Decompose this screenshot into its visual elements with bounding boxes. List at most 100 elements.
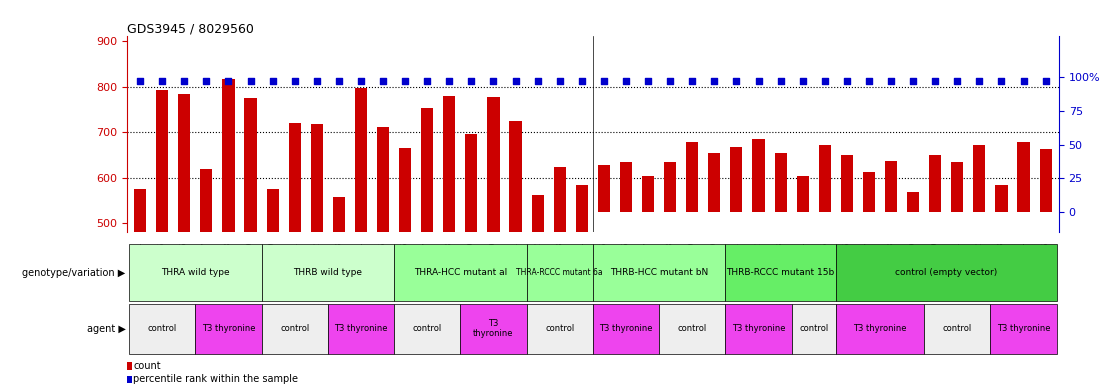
Text: percentile rank within the sample: percentile rank within the sample xyxy=(133,374,299,384)
Text: T3 thyronine: T3 thyronine xyxy=(854,324,907,333)
Bar xyxy=(593,304,660,354)
Bar xyxy=(836,304,924,354)
Bar xyxy=(730,147,742,212)
Bar xyxy=(929,156,941,212)
Bar xyxy=(421,108,433,384)
Text: THRB-HCC mutant bN: THRB-HCC mutant bN xyxy=(610,268,708,277)
Bar xyxy=(399,148,411,384)
Bar xyxy=(642,175,654,212)
Bar xyxy=(510,121,522,384)
Point xyxy=(352,78,370,84)
Text: control: control xyxy=(677,324,707,333)
Text: T3 thyronine: T3 thyronine xyxy=(334,324,388,333)
Text: T3 thyronine: T3 thyronine xyxy=(731,324,785,333)
Bar xyxy=(1039,149,1051,212)
Text: THRB wild type: THRB wild type xyxy=(293,268,362,277)
Bar xyxy=(394,304,460,354)
Point xyxy=(308,78,325,84)
Point xyxy=(418,78,436,84)
Bar xyxy=(576,185,588,384)
Bar xyxy=(1017,142,1029,212)
Text: control (empty vector): control (empty vector) xyxy=(896,268,997,277)
Bar xyxy=(818,144,831,212)
Point xyxy=(264,78,281,84)
Bar xyxy=(973,144,985,212)
Bar xyxy=(267,189,279,384)
Point xyxy=(838,78,856,84)
Text: control: control xyxy=(148,324,176,333)
Bar xyxy=(195,304,261,354)
Point xyxy=(484,78,502,84)
Point xyxy=(706,78,724,84)
Bar xyxy=(289,122,301,384)
Text: genotype/variation ▶: genotype/variation ▶ xyxy=(22,268,126,278)
Point xyxy=(153,78,171,84)
Bar xyxy=(796,175,808,212)
Point xyxy=(860,78,878,84)
Bar xyxy=(532,195,544,384)
Point xyxy=(242,78,259,84)
Text: THRA-RCCC mutant 6a: THRA-RCCC mutant 6a xyxy=(516,268,603,277)
Bar xyxy=(465,134,478,384)
Bar xyxy=(620,162,632,212)
Bar xyxy=(726,304,792,354)
Point xyxy=(596,78,613,84)
Point xyxy=(993,78,1010,84)
Text: control: control xyxy=(545,324,575,333)
Bar xyxy=(907,192,919,212)
Text: T3 thyronine: T3 thyronine xyxy=(599,324,653,333)
Point xyxy=(440,78,458,84)
Point xyxy=(286,78,303,84)
Bar xyxy=(686,142,698,212)
Point xyxy=(219,78,237,84)
Point xyxy=(816,78,834,84)
Text: T3
thyronine: T3 thyronine xyxy=(473,319,514,338)
Point xyxy=(330,78,347,84)
Bar xyxy=(201,169,213,384)
Bar xyxy=(885,161,897,212)
Point xyxy=(772,78,790,84)
Point xyxy=(396,78,414,84)
Bar xyxy=(598,165,610,212)
Point xyxy=(374,78,392,84)
Bar xyxy=(792,304,836,354)
Point xyxy=(528,78,546,84)
Point xyxy=(462,78,480,84)
Bar xyxy=(488,97,500,384)
Bar xyxy=(554,167,566,384)
Point xyxy=(794,78,812,84)
Point xyxy=(971,78,988,84)
Text: T3 thyronine: T3 thyronine xyxy=(202,324,255,333)
Text: THRA-HCC mutant al: THRA-HCC mutant al xyxy=(414,268,507,277)
Bar xyxy=(460,304,526,354)
Text: control: control xyxy=(280,324,309,333)
Bar xyxy=(355,88,367,384)
Bar xyxy=(836,245,1057,301)
Bar xyxy=(328,304,394,354)
Text: GDS3945 / 8029560: GDS3945 / 8029560 xyxy=(127,22,254,35)
Bar xyxy=(924,304,990,354)
Point xyxy=(949,78,966,84)
Bar xyxy=(726,245,836,301)
Point xyxy=(131,78,149,84)
Text: control: control xyxy=(943,324,972,333)
Bar xyxy=(129,245,261,301)
Bar xyxy=(179,94,191,384)
Point xyxy=(197,78,215,84)
Bar xyxy=(157,90,169,384)
Bar xyxy=(840,156,853,212)
Bar xyxy=(593,245,726,301)
Bar xyxy=(664,162,676,212)
Bar xyxy=(245,98,257,384)
Bar xyxy=(774,152,786,212)
Point xyxy=(684,78,702,84)
Point xyxy=(750,78,768,84)
Bar xyxy=(708,152,720,212)
Point xyxy=(640,78,657,84)
Bar xyxy=(261,304,328,354)
Bar xyxy=(394,245,526,301)
Bar xyxy=(990,304,1057,354)
Point xyxy=(572,78,590,84)
Bar xyxy=(660,304,726,354)
Bar xyxy=(223,79,235,384)
